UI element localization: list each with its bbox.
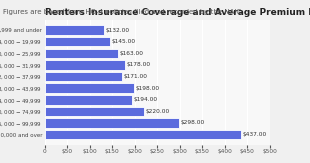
Bar [45, 107, 144, 116]
Bar [45, 37, 110, 46]
Text: $194.00: $194.00 [134, 97, 157, 102]
Text: $132.00: $132.00 [106, 28, 130, 33]
Text: $163.00: $163.00 [120, 51, 144, 56]
Bar [45, 72, 122, 81]
Text: $298.00: $298.00 [180, 120, 205, 126]
Bar [45, 49, 118, 58]
Text: Renters Insurance Coverage and Average Premium Paid, 2019: Renters Insurance Coverage and Average P… [45, 8, 310, 17]
Text: $145.00: $145.00 [112, 39, 135, 44]
Text: $220.00: $220.00 [145, 109, 170, 114]
Text: $198.00: $198.00 [135, 86, 159, 91]
Bar [45, 25, 104, 35]
Bar [45, 130, 241, 139]
Text: $178.00: $178.00 [126, 62, 150, 67]
Bar [45, 60, 125, 70]
Bar [45, 118, 179, 128]
Text: $171.00: $171.00 [123, 74, 147, 79]
Bar [45, 95, 132, 104]
Bar [45, 83, 134, 93]
Text: $437.00: $437.00 [243, 132, 267, 137]
Text: Figures are based from HO-4 policies filed and recorded by the NAIC: Figures are based from HO-4 policies fil… [3, 9, 241, 15]
